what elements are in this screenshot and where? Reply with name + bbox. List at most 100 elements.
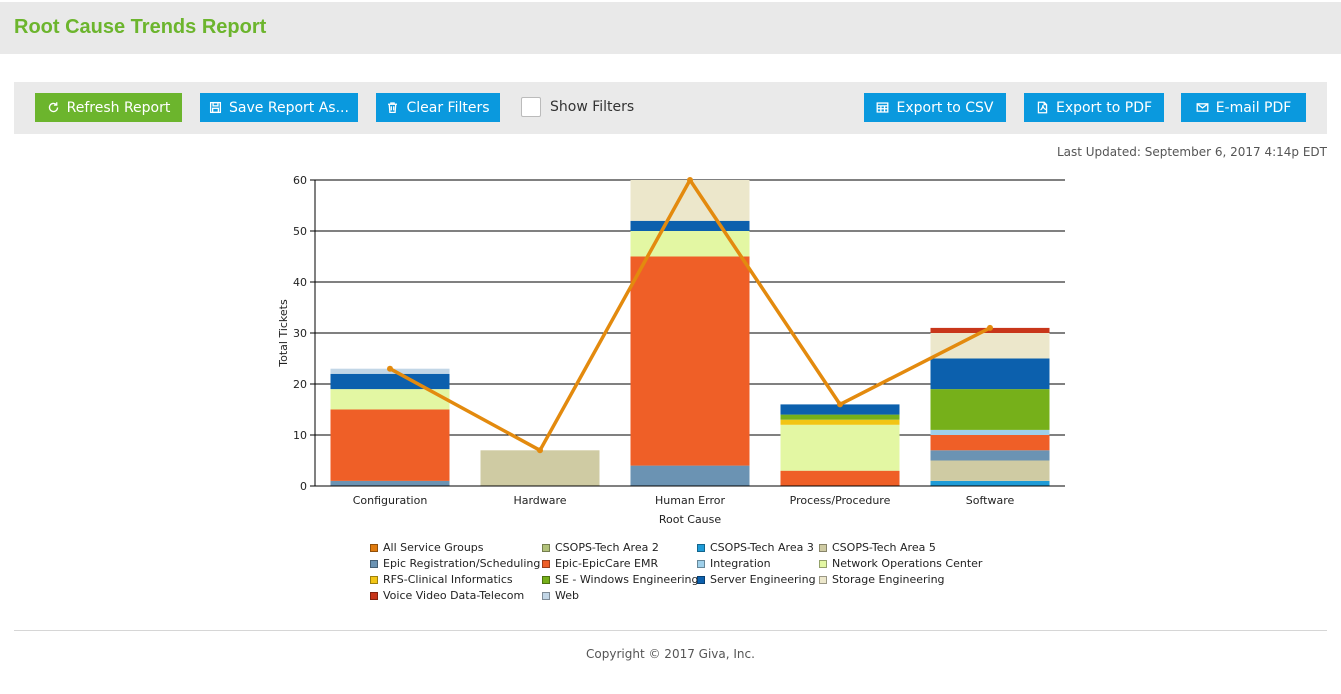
show-filters-checkbox[interactable] xyxy=(521,97,541,117)
bar-segment xyxy=(630,180,750,221)
y-tick-label: 50 xyxy=(293,225,307,238)
bar-segment xyxy=(630,256,750,466)
legend-swatch xyxy=(370,575,378,584)
legend-label: Epic-EpicCare EMR xyxy=(555,557,659,570)
x-tick-label: Hardware xyxy=(513,494,566,507)
export-csv-button[interactable]: Export to CSV xyxy=(864,93,1006,122)
legend-label: Server Engineering xyxy=(710,573,816,586)
root-cause-chart: 0 10 20 30 40 50 60 Configuration Hardware Human … xyxy=(277,174,1065,526)
legend-label: CSOPS-Tech Area 3 xyxy=(710,541,814,554)
legend-item[interactable]: Server Engineering xyxy=(697,573,816,586)
clear-filters-button[interactable]: Clear Filters xyxy=(376,93,500,122)
x-axis-title: Root Cause xyxy=(659,513,722,526)
bar-segment xyxy=(930,460,1050,481)
total-point xyxy=(387,365,393,372)
legend-item[interactable]: RFS-Clinical Informatics xyxy=(370,573,513,586)
total-point xyxy=(687,177,693,183)
show-filters-toggle[interactable]: Show Filters xyxy=(521,97,634,117)
bar-segment xyxy=(930,333,1050,359)
bar-segment xyxy=(480,450,600,486)
legend-swatch xyxy=(819,575,827,584)
legend-item[interactable]: Web xyxy=(542,589,579,602)
email-pdf-button[interactable]: E-mail PDF xyxy=(1181,93,1306,122)
legend-label: All Service Groups xyxy=(383,541,484,554)
clear-filters-label: Clear Filters xyxy=(406,99,490,116)
bar-segment xyxy=(330,389,450,410)
y-tick-label: 60 xyxy=(293,174,307,187)
legend-swatch xyxy=(542,575,550,584)
y-tick-label: 20 xyxy=(293,378,307,391)
last-updated-text: Last Updated: September 6, 2017 4:14p ED… xyxy=(1056,145,1327,159)
bar-segment xyxy=(330,373,450,390)
legend-item[interactable]: Storage Engineering xyxy=(819,573,945,586)
x-tick-label: Software xyxy=(966,494,1015,507)
legend-item[interactable]: Integration xyxy=(697,557,771,570)
y-tick-label: 30 xyxy=(293,327,307,340)
legend-swatch xyxy=(542,559,550,568)
legend-item[interactable]: CSOPS-Tech Area 5 xyxy=(819,541,936,554)
legend-item[interactable]: SE - Windows Engineering xyxy=(542,573,699,586)
legend-swatch xyxy=(542,591,550,600)
bar-segment xyxy=(630,220,750,231)
save-icon xyxy=(210,101,222,114)
legend-swatch xyxy=(697,559,705,568)
total-point xyxy=(987,324,993,331)
pdf-file-icon xyxy=(1037,101,1048,114)
legend-swatch xyxy=(370,591,378,600)
export-pdf-button[interactable]: Export to PDF xyxy=(1024,93,1164,122)
legend-swatch xyxy=(370,543,378,552)
legend-label: RFS-Clinical Informatics xyxy=(383,573,513,586)
bar-segment xyxy=(780,470,900,486)
save-report-button[interactable]: Save Report As... xyxy=(200,93,358,122)
legend-label: Integration xyxy=(710,557,771,570)
legend-label: Epic Registration/Scheduling xyxy=(383,557,541,570)
legend-swatch xyxy=(819,543,827,552)
y-tick-label: 10 xyxy=(293,429,307,442)
refresh-report-label: Refresh Report xyxy=(66,99,171,116)
y-tick-label: 0 xyxy=(300,480,307,493)
x-tick-label: Process/Procedure xyxy=(790,494,891,507)
bar-segment xyxy=(930,450,1050,461)
legend-swatch xyxy=(370,559,378,568)
x-tick-label: Configuration xyxy=(353,494,428,507)
legend-item[interactable]: Network Operations Center xyxy=(819,557,982,570)
report-header: Root Cause Trends Report xyxy=(0,2,1341,54)
table-icon xyxy=(877,102,889,113)
bar-segment xyxy=(930,435,1050,451)
legend-item[interactable]: Epic-EpicCare EMR xyxy=(542,557,658,570)
bar-segment xyxy=(330,409,450,481)
bar-segment xyxy=(930,358,1050,390)
export-csv-label: Export to CSV xyxy=(896,99,994,116)
legend-label: Storage Engineering xyxy=(832,573,945,586)
total-point xyxy=(537,447,543,454)
legend-swatch xyxy=(697,543,705,552)
bar-segment xyxy=(780,414,900,420)
legend-label: SE - Windows Engineering xyxy=(555,573,699,586)
bar-segment xyxy=(630,465,750,486)
bar-segment xyxy=(930,389,1050,430)
legend-item[interactable]: Voice Video Data-Telecom xyxy=(370,589,524,602)
save-report-label: Save Report As... xyxy=(229,99,349,116)
y-tick-label: 40 xyxy=(293,276,307,289)
legend-label: Voice Video Data-Telecom xyxy=(383,589,525,602)
legend-item[interactable]: CSOPS-Tech Area 2 xyxy=(542,541,659,554)
bar-segment xyxy=(930,480,1050,486)
trash-icon xyxy=(388,102,398,114)
export-pdf-label: Export to PDF xyxy=(1055,99,1153,116)
refresh-report-button[interactable]: Refresh Report xyxy=(35,93,182,122)
envelope-icon xyxy=(1196,103,1209,112)
show-filters-label: Show Filters xyxy=(550,99,635,115)
page-title: Root Cause Trends Report xyxy=(14,16,267,38)
total-point xyxy=(837,401,843,408)
email-pdf-label: E-mail PDF xyxy=(1215,99,1292,116)
legend-label: CSOPS-Tech Area 5 xyxy=(832,541,936,554)
legend-item[interactable]: Epic Registration/Scheduling xyxy=(370,557,540,570)
legend-item[interactable]: CSOPS-Tech Area 3 xyxy=(697,541,814,554)
y-axis-title: Total Tickets xyxy=(277,299,290,368)
footer-divider xyxy=(14,630,1327,631)
legend-item[interactable]: All Service Groups xyxy=(370,541,484,554)
toolbar: Refresh Report Save Report As... Clear F… xyxy=(14,82,1327,134)
bar-segment xyxy=(780,419,900,425)
copyright-text: Copyright © 2017 Giva, Inc. xyxy=(586,647,755,661)
bar-segment xyxy=(780,404,900,415)
